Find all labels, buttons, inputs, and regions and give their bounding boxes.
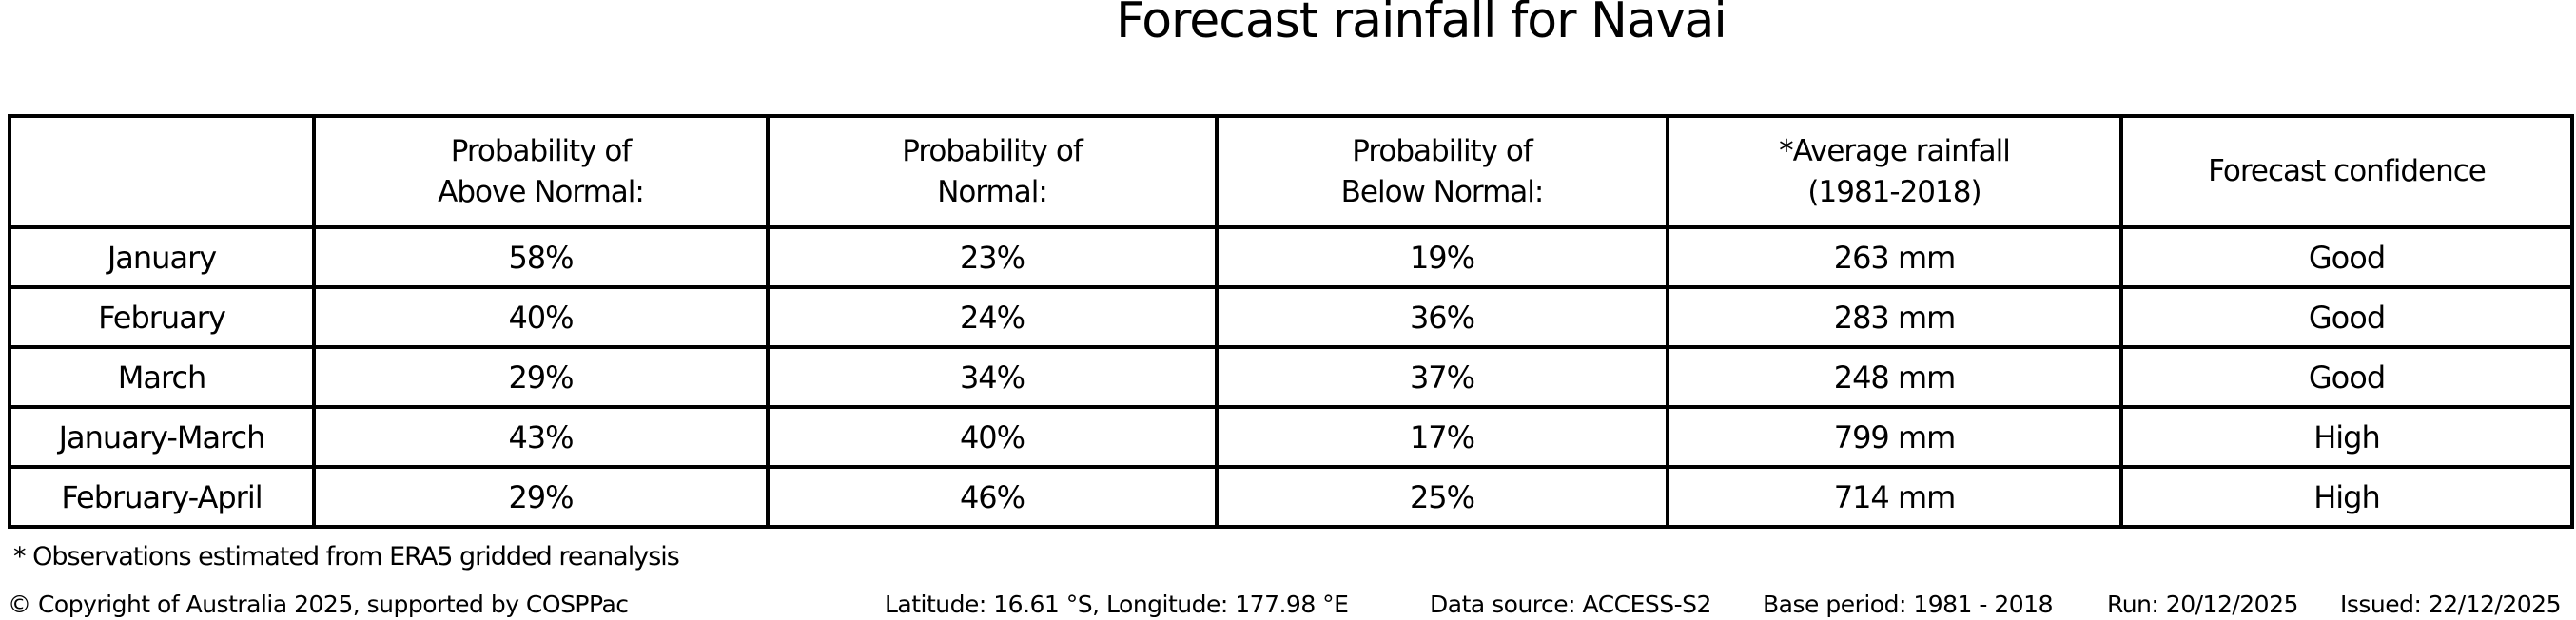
- normal-cell: 24%: [766, 285, 1219, 349]
- table-row-march: March 29% 34% 37% 248 mm Good: [8, 345, 2574, 409]
- below-normal-cell: 17%: [1215, 405, 1669, 469]
- average-rainfall-cell: 263 mm: [1666, 225, 2123, 289]
- period-cell: January-March: [8, 405, 316, 469]
- run-date-text: Run: 20/12/2025: [2107, 591, 2298, 618]
- issued-date-text: Issued: 22/12/2025: [2340, 591, 2561, 618]
- table-row-january: January 58% 23% 19% 263 mm Good: [8, 225, 2574, 289]
- table-row-january-march: January-March 43% 40% 17% 799 mm High: [8, 405, 2574, 469]
- forecast-table: Probability of Above Normal: Probability…: [8, 114, 2574, 529]
- above-normal-cell: 40%: [312, 285, 770, 349]
- period-cell: February-April: [8, 465, 316, 529]
- confidence-cell: High: [2119, 465, 2574, 529]
- table-row-february: February 40% 24% 36% 283 mm Good: [8, 285, 2574, 349]
- data-source-text: Data source: ACCESS-S2: [1430, 591, 1711, 618]
- normal-cell: 46%: [766, 465, 1219, 529]
- below-normal-cell: 25%: [1215, 465, 1669, 529]
- table-row-february-april: February-April 29% 46% 25% 714 mm High: [8, 465, 2574, 529]
- col-header-forecast-confidence: Forecast confidence: [2119, 114, 2574, 229]
- average-rainfall-cell: 248 mm: [1666, 345, 2123, 409]
- page-title: Forecast rainfall for Navai: [1116, 0, 1727, 49]
- normal-cell: 23%: [766, 225, 1219, 289]
- copyright-text: © Copyright of Australia 2025, supported…: [8, 591, 629, 618]
- observations-footnote: * Observations estimated from ERA5 gridd…: [13, 542, 680, 572]
- above-normal-cell: 43%: [312, 405, 770, 469]
- header-row: Probability of Above Normal: Probability…: [8, 114, 2574, 229]
- confidence-cell: High: [2119, 405, 2574, 469]
- confidence-cell: Good: [2119, 285, 2574, 349]
- col-header-normal: Probability of Normal:: [766, 114, 1219, 229]
- confidence-cell: Good: [2119, 345, 2574, 409]
- col-header-above-normal: Probability of Above Normal:: [312, 114, 770, 229]
- above-normal-cell: 29%: [312, 465, 770, 529]
- period-cell: February: [8, 285, 316, 349]
- normal-cell: 34%: [766, 345, 1219, 409]
- below-normal-cell: 36%: [1215, 285, 1669, 349]
- average-rainfall-cell: 283 mm: [1666, 285, 2123, 349]
- above-normal-cell: 58%: [312, 225, 770, 289]
- period-cell: March: [8, 345, 316, 409]
- col-header-average-rainfall: *Average rainfall (1981-2018): [1666, 114, 2123, 229]
- period-cell: January: [8, 225, 316, 289]
- corner-empty-cell: [8, 114, 316, 229]
- confidence-cell: Good: [2119, 225, 2574, 289]
- col-header-below-normal: Probability of Below Normal:: [1215, 114, 1669, 229]
- location-coordinates: Latitude: 16.61 °S, Longitude: 177.98 °E: [885, 591, 1349, 618]
- above-normal-cell: 29%: [312, 345, 770, 409]
- below-normal-cell: 19%: [1215, 225, 1669, 289]
- average-rainfall-cell: 799 mm: [1666, 405, 2123, 469]
- normal-cell: 40%: [766, 405, 1219, 469]
- base-period-text: Base period: 1981 - 2018: [1763, 591, 2054, 618]
- average-rainfall-cell: 714 mm: [1666, 465, 2123, 529]
- below-normal-cell: 37%: [1215, 345, 1669, 409]
